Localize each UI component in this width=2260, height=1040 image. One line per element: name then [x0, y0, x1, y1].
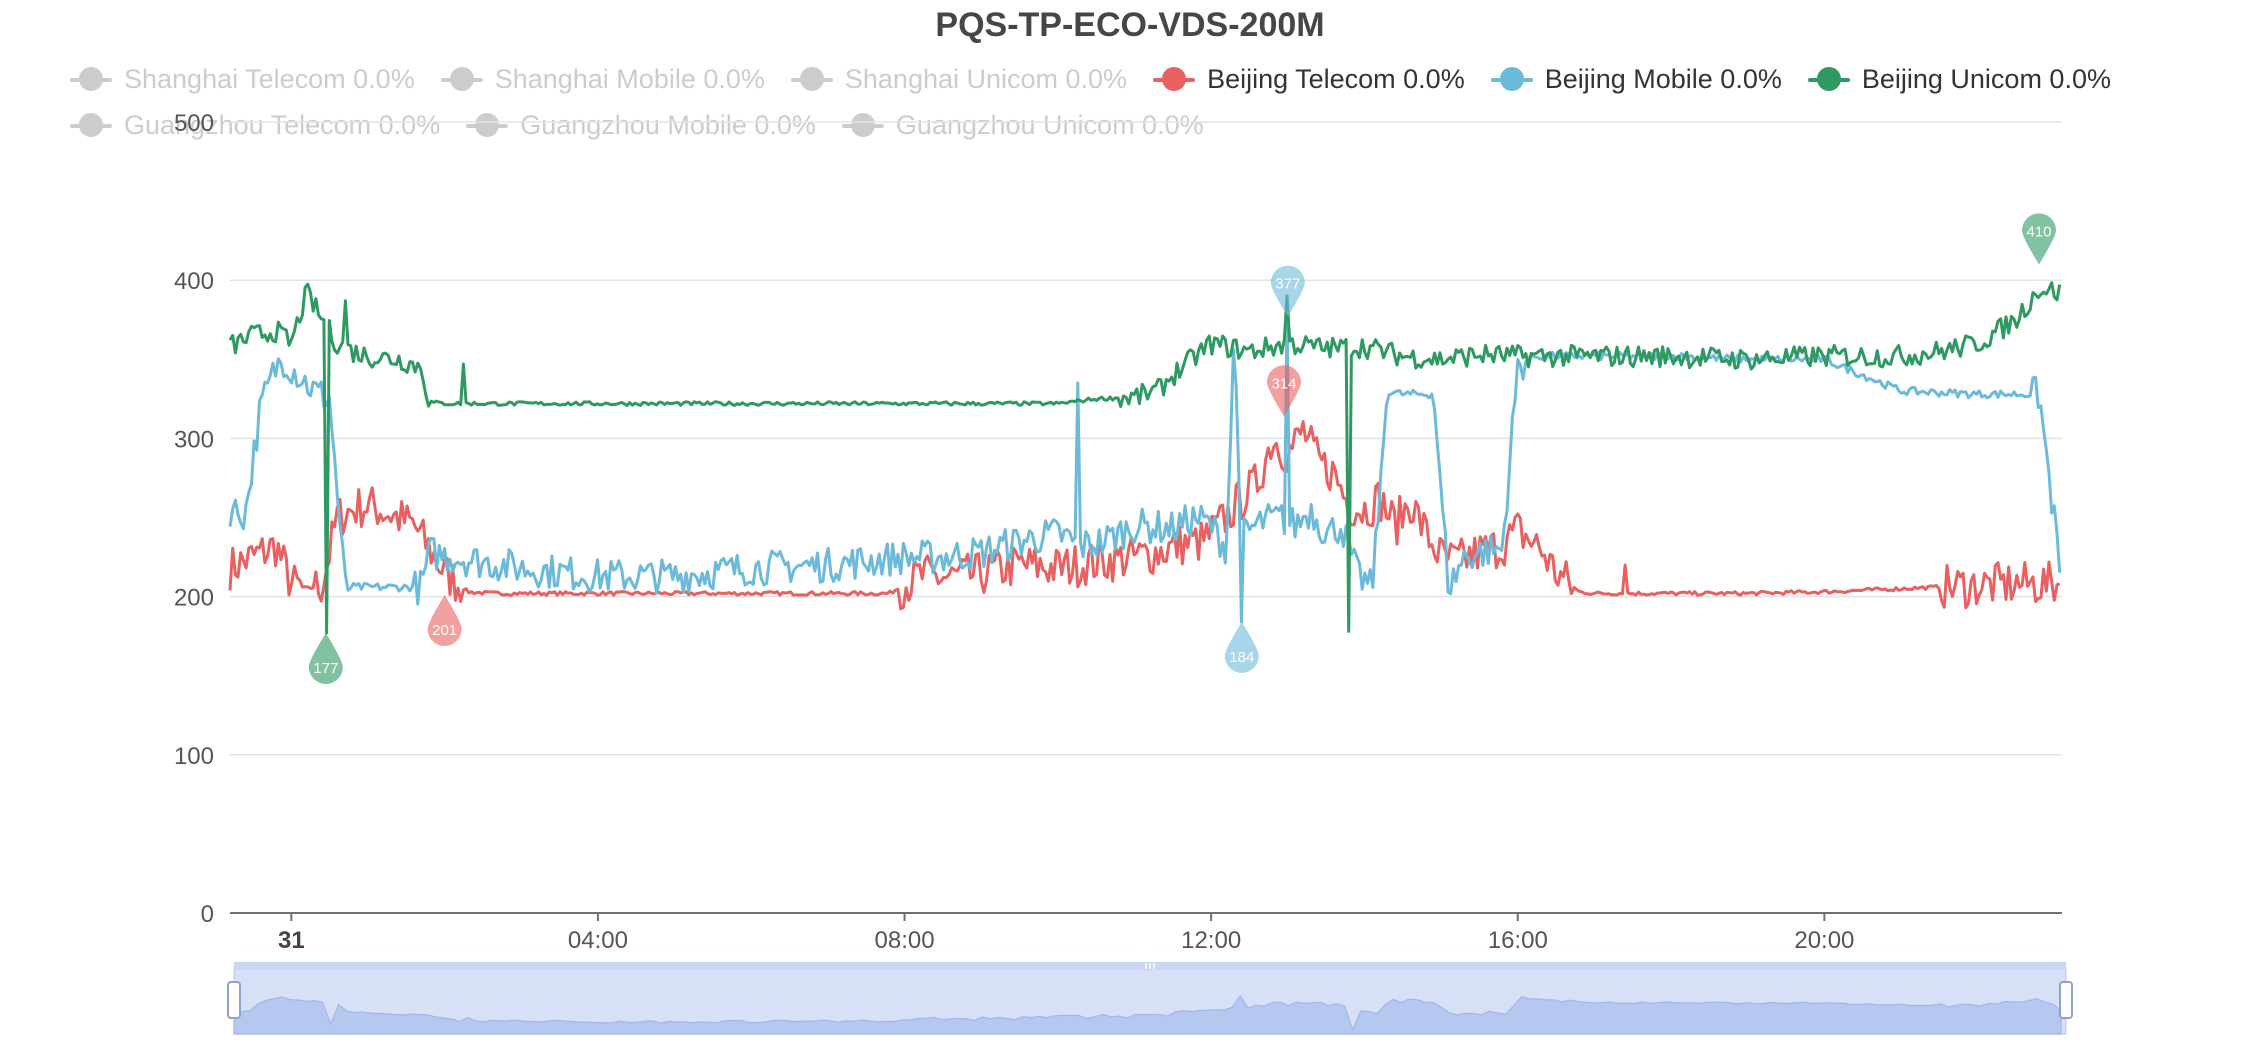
grip-icon[interactable] [1145, 963, 1155, 969]
marker-label: 410 [2026, 223, 2051, 240]
x-axis: 31 04:00 08:00 12:00 16:00 20:00 [230, 912, 2062, 954]
zoom-left-handle[interactable] [227, 981, 241, 1019]
zoom-selected-range[interactable] [234, 968, 2066, 1034]
legend-marker-icon [1490, 66, 1533, 92]
legend-label: Guangzhou Telecom 0.0% [124, 109, 441, 140]
legend: Shanghai Telecom 0.0% Shanghai Mobile 0.0… [70, 56, 2250, 148]
legend-item-guangzhou-mobile[interactable]: Guangzhou Mobile 0.0% [466, 110, 816, 141]
y-tick-label: 200 [174, 585, 214, 612]
grid-lines [230, 121, 2062, 756]
legend-item-beijing-telecom[interactable]: Beijing Telecom 0.0% [1153, 64, 1465, 95]
legend-label: Shanghai Mobile 0.0% [494, 63, 765, 94]
marker-pin-icon [308, 632, 343, 684]
x-tick-label: 16:00 [1488, 927, 1548, 954]
x-tick-label: 08:00 [875, 927, 935, 954]
y-tick-label: 300 [174, 426, 214, 453]
y-tick-label: 100 [174, 743, 214, 770]
legend-label: Guangzhou Unicom 0.0% [895, 109, 1204, 140]
marker-min-beijing-telecom: 201 [427, 595, 462, 647]
marker-label: 377 [1275, 276, 1300, 293]
legend-marker-icon [466, 112, 509, 138]
legend-label: Beijing Telecom 0.0% [1207, 63, 1465, 94]
y-tick-label: 500 [174, 110, 214, 137]
y-axis-ticks: 0 100 200 300 400 500 [174, 110, 214, 928]
marker-label: 314 [1271, 375, 1296, 392]
legend-marker-icon [790, 66, 833, 92]
legend-item-beijing-mobile[interactable]: Beijing Mobile 0.0% [1490, 63, 1782, 95]
marker-label: 184 [1229, 649, 1254, 666]
legend-marker-icon [1807, 66, 1850, 92]
zoom-right-handle[interactable] [2059, 981, 2073, 1019]
marker-min-beijing-unicom: 177 [308, 632, 343, 684]
legend-row-1: Shanghai Telecom 0.0% Shanghai Mobile 0.0… [70, 56, 2250, 102]
x-tick-label: 31 [278, 927, 305, 954]
legend-item-shanghai-unicom[interactable]: Shanghai Unicom 0.0% [790, 63, 1128, 95]
marker-label: 177 [313, 660, 338, 677]
marker-label: 201 [432, 622, 457, 639]
series-line-beijing-telecom [228, 420, 2061, 611]
marker-pin-icon [1224, 621, 1259, 673]
x-tick-label: 20:00 [1794, 927, 1854, 954]
legend-item-guangzhou-telecom[interactable]: Guangzhou Telecom 0.0% [70, 110, 440, 141]
legend-marker-icon [70, 112, 112, 138]
min-max-markers: 177 410 201 314 184 377 [308, 213, 2057, 684]
marker-max-beijing-mobile: 377 [1270, 265, 1305, 317]
x-tick-label: 12:00 [1181, 927, 1241, 954]
y-tick-label: 0 [201, 901, 214, 928]
y-tick-label: 400 [174, 268, 214, 295]
x-tick-label: 04:00 [568, 927, 628, 954]
series-lines [228, 281, 2062, 635]
data-zoom-slider[interactable] [227, 962, 2073, 1035]
series-line-beijing-mobile [228, 315, 2062, 624]
marker-pin-icon [2022, 213, 2057, 265]
legend-item-beijing-unicom[interactable]: Beijing Unicom 0.0% [1807, 63, 2111, 95]
zoom-overview-area [233, 994, 2062, 1035]
legend-label: Beijing Unicom 0.0% [1861, 63, 2111, 94]
legend-label: Shanghai Telecom 0.0% [124, 63, 415, 94]
legend-item-guangzhou-unicom[interactable]: Guangzhou Unicom 0.0% [841, 109, 1204, 141]
chart-title: PQS-TP-ECO-VDS-200M [935, 6, 1325, 44]
series-line-beijing-unicom [228, 281, 2062, 635]
legend-marker-icon [440, 66, 483, 92]
marker-max-beijing-unicom: 410 [2022, 213, 2057, 265]
legend-label: Shanghai Unicom 0.0% [844, 63, 1128, 94]
marker-max-beijing-telecom: 314 [1266, 365, 1301, 417]
legend-marker-icon [70, 66, 112, 92]
marker-min-beijing-mobile: 184 [1224, 621, 1259, 673]
marker-pin-icon [1270, 265, 1305, 317]
marker-pin-icon [1266, 365, 1301, 417]
legend-marker-icon [841, 112, 884, 138]
legend-label: Guangzhou Mobile 0.0% [520, 109, 816, 140]
legend-label: Beijing Mobile 0.0% [1544, 63, 1782, 94]
legend-row-2: Guangzhou Telecom 0.0% Guangzhou Mobile 0… [70, 102, 2250, 148]
legend-item-shanghai-mobile[interactable]: Shanghai Mobile 0.0% [440, 63, 765, 95]
legend-marker-icon [1153, 66, 1196, 92]
legend-item-shanghai-telecom[interactable]: Shanghai Telecom 0.0% [70, 64, 415, 95]
marker-pin-icon [427, 595, 462, 647]
